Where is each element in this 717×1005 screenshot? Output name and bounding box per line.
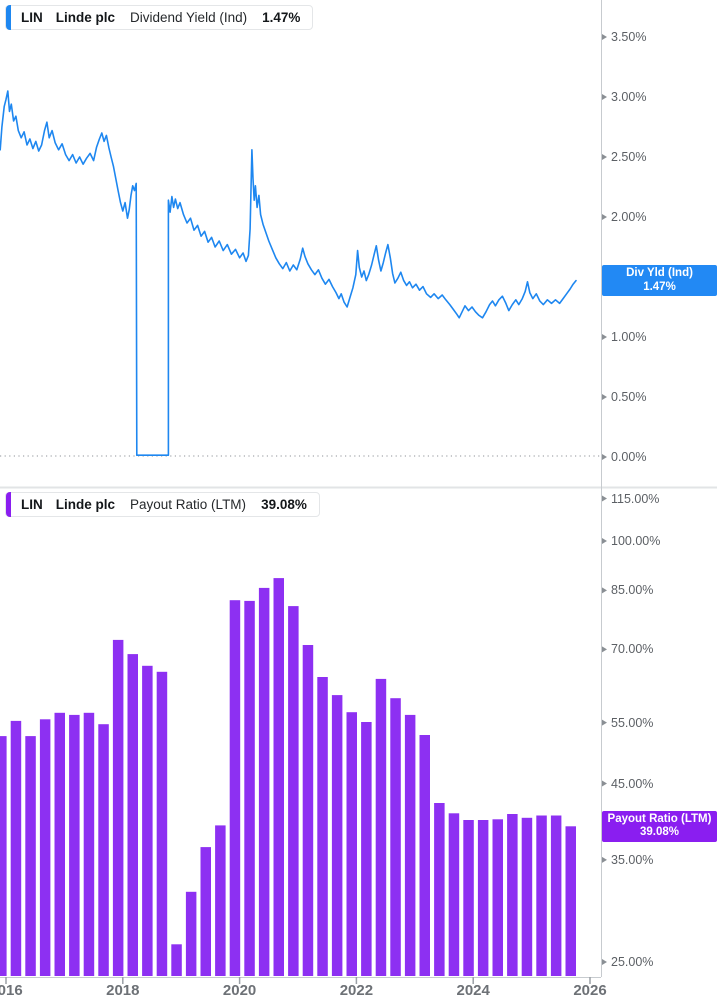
payout-ratio-bar[interactable] bbox=[288, 606, 299, 976]
y-tick-label: 85.00% bbox=[611, 583, 654, 598]
payout-ratio-bar[interactable] bbox=[492, 819, 504, 976]
payout-ratio-bar[interactable] bbox=[521, 817, 533, 976]
x-tick-label: 2024 bbox=[456, 982, 490, 999]
metric-name: Dividend Yield (Ind) bbox=[130, 10, 248, 25]
payout-ratio-bar[interactable] bbox=[536, 815, 547, 977]
payout-ratio-bar[interactable] bbox=[244, 600, 255, 976]
x-tick-label: 2026 bbox=[573, 982, 607, 999]
metric-name: Payout Ratio (LTM) bbox=[130, 497, 247, 512]
payout-ratio-bar[interactable] bbox=[69, 714, 80, 976]
badge-value-label: 1.47% bbox=[643, 280, 676, 293]
payout-ratio-bar[interactable] bbox=[331, 695, 343, 976]
payout-ratio-bar[interactable] bbox=[127, 654, 139, 976]
payout-ratio-bar[interactable] bbox=[0, 736, 7, 976]
badge-series-label: Payout Ratio (LTM) bbox=[607, 812, 712, 825]
payout-ratio-bar[interactable] bbox=[477, 820, 489, 976]
badge-value-label: 39.08% bbox=[639, 826, 679, 839]
payout-ratio-bar[interactable] bbox=[185, 891, 197, 976]
ticker-label: LIN bbox=[21, 10, 43, 25]
payout-ratio-bar[interactable] bbox=[229, 600, 241, 976]
legend-accent-bar bbox=[6, 5, 11, 30]
x-tick-label: 2018 bbox=[106, 982, 140, 999]
x-tick-label: 2016 bbox=[0, 982, 23, 999]
payout-ratio-bar[interactable] bbox=[258, 587, 270, 976]
payout-ratio-bar[interactable] bbox=[215, 825, 226, 976]
y-tick-label: 25.00% bbox=[611, 955, 654, 970]
ticker-label: LIN bbox=[21, 497, 43, 512]
legend-accent-bar bbox=[6, 492, 11, 517]
payout-ratio-bar[interactable] bbox=[54, 712, 66, 976]
y-tick-label: 0.50% bbox=[611, 390, 647, 404]
payout-ratio-bar[interactable] bbox=[171, 944, 182, 976]
y-tick-label: 115.00% bbox=[611, 491, 660, 506]
y-tick-label: 3.00% bbox=[611, 90, 647, 104]
payout-ratio-bar[interactable] bbox=[302, 645, 314, 976]
payout-ratio-badge: Payout Ratio (LTM) 39.08% bbox=[602, 810, 717, 842]
company-name: Linde plc bbox=[55, 497, 116, 512]
x-tick-label: 2020 bbox=[222, 982, 257, 999]
y-tick-label: 1.00% bbox=[611, 330, 647, 344]
metric-value: 39.08% bbox=[261, 497, 307, 512]
y-tick-label: 35.00% bbox=[611, 852, 654, 867]
payout-ratio-bar[interactable] bbox=[550, 815, 562, 977]
x-tick-label: 2022 bbox=[339, 982, 374, 999]
y-tick-label: 2.50% bbox=[611, 150, 647, 164]
y-tick-label: 100.00% bbox=[611, 534, 661, 548]
payout-ratio-bar[interactable] bbox=[317, 677, 328, 976]
payout-ratio-bar[interactable] bbox=[419, 735, 431, 976]
payout-ratio-bar[interactable] bbox=[156, 671, 168, 976]
payout-ratio-bar[interactable] bbox=[361, 722, 372, 976]
payout-ratio-bar[interactable] bbox=[507, 814, 518, 976]
y-tick-label: 2.00% bbox=[611, 210, 647, 224]
payout-ratio-bar[interactable] bbox=[565, 826, 577, 976]
dividend-yield-legend[interactable]: LIN Linde plc Dividend Yield (Ind) 1.47% bbox=[5, 5, 314, 30]
payout-ratio-bar[interactable] bbox=[142, 665, 153, 976]
payout-ratio-bar[interactable] bbox=[200, 847, 212, 976]
dividend-yield-line[interactable] bbox=[0, 90, 577, 457]
payout-ratio-bar[interactable] bbox=[404, 714, 416, 976]
payout-ratio-bar[interactable] bbox=[10, 720, 22, 976]
payout-ratio-bar[interactable] bbox=[112, 639, 124, 976]
y-tick-label: 45.00% bbox=[611, 776, 654, 791]
y-tick-label: 0.00% bbox=[611, 450, 647, 464]
payout-ratio-bar[interactable] bbox=[448, 813, 460, 976]
payout-ratio-bar[interactable] bbox=[25, 736, 36, 976]
payout-ratio-bar[interactable] bbox=[463, 820, 474, 976]
payout-ratio-bar[interactable] bbox=[434, 803, 445, 976]
payout-ratio-legend[interactable]: LIN Linde plc Payout Ratio (LTM) 39.08% bbox=[5, 492, 320, 517]
payout-ratio-bar[interactable] bbox=[98, 724, 109, 976]
payout-ratio-bar[interactable] bbox=[375, 678, 387, 976]
div-yld-badge: Div Yld (Ind) 1.47% bbox=[602, 265, 717, 297]
y-tick-label: 3.50% bbox=[611, 30, 647, 44]
payout-ratio-bar[interactable] bbox=[273, 578, 285, 976]
metric-value: 1.47% bbox=[262, 10, 301, 25]
company-name: Linde plc bbox=[55, 10, 116, 25]
y-tick-label: 70.00% bbox=[611, 642, 654, 657]
y-tick-label: 55.00% bbox=[611, 715, 654, 730]
payout-ratio-bar[interactable] bbox=[390, 698, 401, 976]
badge-series-label: Div Yld (Ind) bbox=[626, 267, 693, 280]
payout-ratio-bar[interactable] bbox=[346, 712, 358, 976]
payout-ratio-bar[interactable] bbox=[39, 719, 51, 976]
payout-ratio-bar[interactable] bbox=[83, 712, 95, 976]
